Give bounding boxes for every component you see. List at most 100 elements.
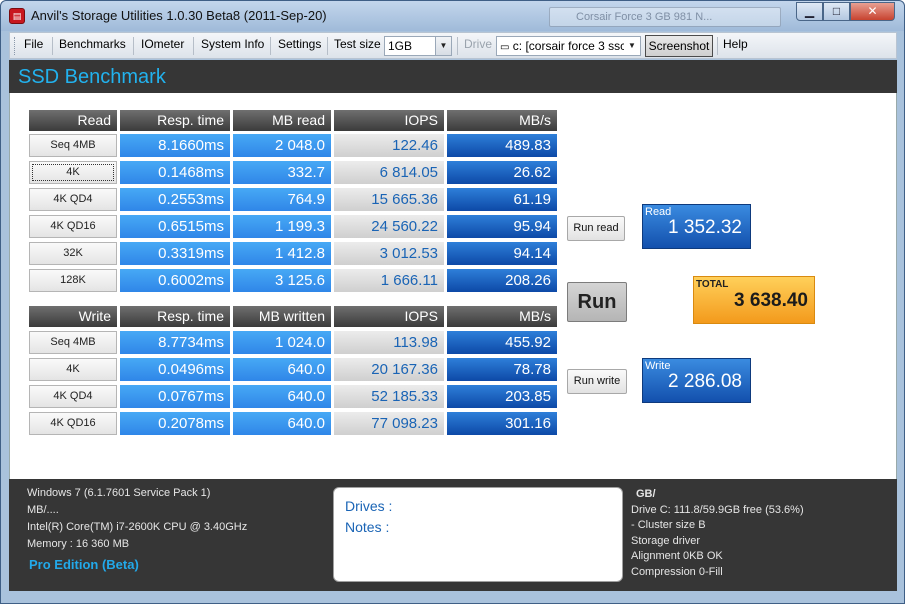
drive-icon: ▭ — [500, 42, 510, 53]
menu-bar: File Benchmarks IOmeter System Info Sett… — [9, 32, 897, 59]
menu-separator — [327, 37, 328, 55]
table-cell: 15 665.36 — [334, 188, 444, 211]
table-cell: 0.0767ms — [120, 385, 230, 408]
total-score-value: 3 638.40 — [734, 290, 808, 311]
drive-label: Drive — [464, 37, 493, 51]
menu-settings[interactable]: Settings — [278, 37, 322, 51]
page-title: SSD Benchmark — [18, 66, 166, 88]
write-seq4mb-button[interactable]: Seq 4MB — [29, 331, 117, 354]
header-band: SSD Benchmark — [9, 60, 897, 93]
menu-separator — [457, 37, 458, 55]
table-cell: 3 125.6 — [233, 269, 331, 292]
column-header-resp: Resp. time — [120, 306, 230, 327]
minimize-button[interactable]: ▁ — [796, 2, 823, 21]
close-button[interactable]: ✕ — [850, 2, 895, 21]
maximize-button[interactable]: □ — [823, 2, 850, 21]
table-cell: 122.46 — [334, 134, 444, 157]
write-score-box: Write 2 286.08 — [642, 358, 751, 403]
read-4k-button[interactable]: 4K — [29, 161, 117, 184]
chevron-down-icon[interactable]: ▼ — [624, 37, 640, 55]
table-cell: 8.1660ms — [120, 134, 230, 157]
write-4k-qd4-button[interactable]: 4K QD4 — [29, 385, 117, 408]
benchmark-panel: Read Resp. time MB read IOPS MB/s Seq 4M… — [9, 93, 897, 479]
table-cell: 489.83 — [447, 134, 557, 157]
read-128k-button[interactable]: 128K — [29, 269, 117, 292]
table-cell: 52 185.33 — [334, 385, 444, 408]
table-cell: 203.85 — [447, 385, 557, 408]
table-cell: 1 666.11 — [334, 269, 444, 292]
run-read-button[interactable]: Run read — [567, 216, 625, 241]
read-4k-qd16-button[interactable]: 4K QD16 — [29, 215, 117, 238]
table-cell: 8.7734ms — [120, 331, 230, 354]
memory-info: Memory : 16 360 MB — [27, 538, 130, 550]
table-cell: 0.2553ms — [120, 188, 230, 211]
table-cell: 24 560.22 — [334, 215, 444, 238]
title-bar[interactable]: ▤ Anvil's Storage Utilities 1.0.30 Beta8… — [1, 1, 904, 31]
table-cell: 95.94 — [447, 215, 557, 238]
read-header: Read — [29, 110, 117, 131]
menu-separator — [717, 37, 718, 55]
system-info-footer: Windows 7 (6.1.7601 Service Pack 1) MB/.… — [9, 479, 897, 591]
alignment-info: Alignment 0KB OK — [631, 550, 723, 562]
table-cell: 764.9 — [233, 188, 331, 211]
drive-select[interactable]: ▭ c: [corsair force 3 ssc ▼ — [496, 36, 641, 56]
table-cell: 640.0 — [233, 358, 331, 381]
drive-c-info: Drive C: 111.8/59.9GB free (53.6%) — [631, 503, 804, 516]
menu-separator — [270, 37, 271, 55]
total-score-label: TOTAL — [696, 279, 729, 290]
column-header-mb-written: MB written — [233, 306, 331, 327]
table-cell: 113.98 — [334, 331, 444, 354]
table-cell: 455.92 — [447, 331, 557, 354]
background-window-tab: Corsair Force 3 GB 981 N... — [549, 7, 781, 27]
table-cell: 78.78 — [447, 358, 557, 381]
table-cell: 640.0 — [233, 385, 331, 408]
menu-benchmarks[interactable]: Benchmarks — [59, 37, 126, 51]
app-icon[interactable]: ▤ — [9, 8, 25, 24]
drives-label: Drives : — [345, 498, 393, 514]
test-size-select[interactable]: 1GB ▼ — [384, 36, 452, 56]
write-score-value: 2 286.08 — [668, 371, 742, 392]
storage-driver-info: Storage driver — [631, 534, 701, 547]
menu-help[interactable]: Help — [723, 37, 748, 51]
menu-separator — [52, 37, 53, 55]
table-cell: 2 048.0 — [233, 134, 331, 157]
cpu-info: Intel(R) Core(TM) i7-2600K CPU @ 3.40GHz — [27, 521, 248, 533]
table-cell: 0.2078ms — [120, 412, 230, 435]
system-info: Windows 7 (6.1.7601 Service Pack 1) MB/.… — [27, 485, 247, 553]
table-cell: 0.6002ms — [120, 269, 230, 292]
chevron-down-icon[interactable]: ▼ — [435, 37, 451, 55]
write-header: Write — [29, 306, 117, 327]
run-button[interactable]: Run — [567, 282, 627, 322]
read-32k-button[interactable]: 32K — [29, 242, 117, 265]
menu-file[interactable]: File — [24, 37, 44, 51]
edition-label: Pro Edition (Beta) — [29, 557, 139, 572]
write-4k-button[interactable]: 4K — [29, 358, 117, 381]
column-header-iops: IOPS — [334, 306, 444, 327]
table-cell: 1 024.0 — [233, 331, 331, 354]
table-cell: 208.26 — [447, 269, 557, 292]
os-info: Windows 7 (6.1.7601 Service Pack 1) — [27, 487, 211, 499]
table-cell: 0.0496ms — [120, 358, 230, 381]
table-cell: 6 814.05 — [334, 161, 444, 184]
menu-iometer[interactable]: IOmeter — [141, 37, 185, 51]
menu-system-info[interactable]: System Info — [201, 37, 265, 51]
column-header-mb: MB read — [233, 110, 331, 131]
compression-info: Compression 0-Fill — [631, 565, 723, 578]
table-cell: 0.1468ms — [120, 161, 230, 184]
read-score-box: Read 1 352.32 — [642, 204, 751, 249]
notes-label: Notes : — [345, 519, 390, 535]
menu-separator — [133, 37, 134, 55]
read-seq4mb-button[interactable]: Seq 4MB — [29, 134, 117, 157]
toolbar-grip[interactable] — [14, 37, 17, 55]
table-cell: 77 098.23 — [334, 412, 444, 435]
write-4k-qd16-button[interactable]: 4K QD16 — [29, 412, 117, 435]
read-4k-qd4-button[interactable]: 4K QD4 — [29, 188, 117, 211]
run-write-button[interactable]: Run write — [567, 369, 627, 394]
screenshot-button[interactable]: Screenshot — [645, 35, 713, 57]
notes-textarea[interactable]: Drives : Notes : — [333, 487, 623, 582]
drive-info: GB/ Drive C: 111.8/59.9GB free (53.6%) -… — [631, 487, 804, 580]
test-size-label: Test size — [334, 37, 381, 51]
table-cell: 640.0 — [233, 412, 331, 435]
read-score-value: 1 352.32 — [668, 217, 742, 238]
